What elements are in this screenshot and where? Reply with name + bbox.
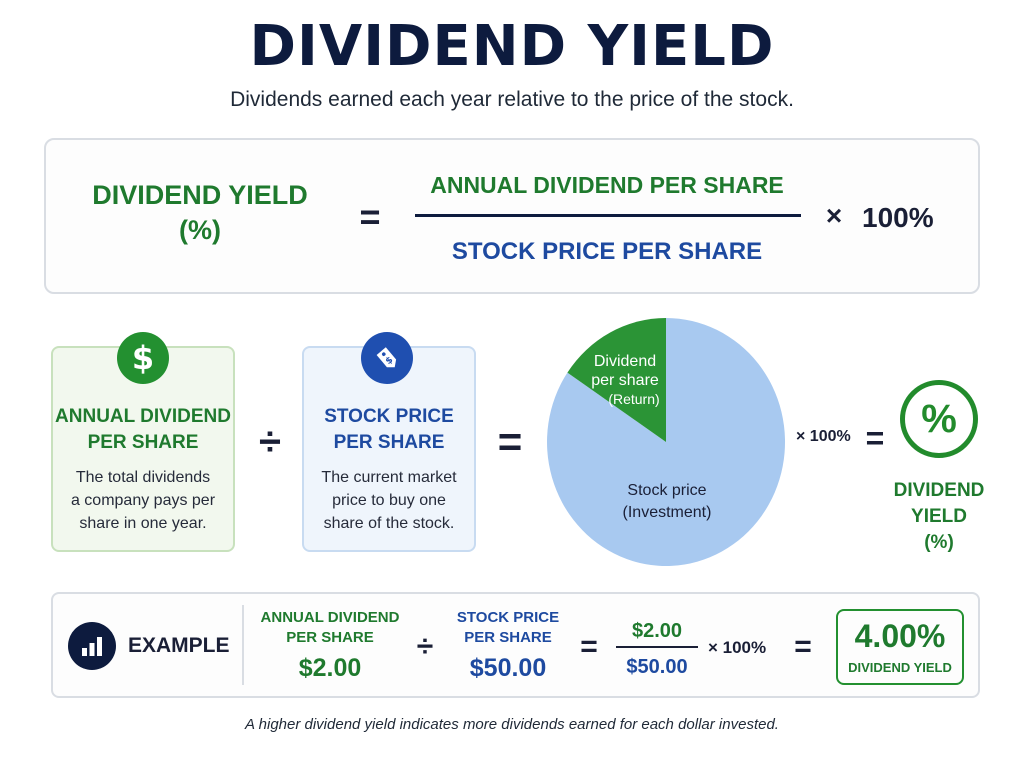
equals-operator: = [497, 418, 523, 465]
pie-investment-line2: (Investment) [622, 504, 712, 521]
pie-investment-line1: Stock price [627, 482, 707, 499]
example-price-value: $50.00 [469, 654, 547, 682]
pie-slice-return [567, 318, 666, 442]
price-card-desc-line3: share of the stock. [323, 515, 455, 532]
formula-lhs-line2: (%) [179, 215, 221, 245]
dividend-card-desc-line3: share in one year. [79, 515, 207, 532]
price-card-desc-line1: The current market [321, 469, 457, 486]
dividend-yield-result-label: DIVIDEND YIELD (%) [880, 478, 998, 556]
formula-numerator: ANNUAL DIVIDEND PER SHARE [430, 172, 784, 198]
example-panel [51, 592, 980, 698]
bar-chart-icon [68, 622, 116, 670]
formula-multiplier: 100% [862, 202, 934, 233]
dividend-card-desc-line1: The total dividends [75, 469, 211, 486]
price-card-title-line1: STOCK PRICE [324, 406, 454, 427]
result-times-100: × 100% [796, 428, 851, 445]
example-price-title-line1: STOCK PRICE [456, 609, 560, 626]
pie-return-line3: (Return) [608, 391, 660, 407]
example-result-value: 4.00% [854, 618, 946, 654]
pie-return-line1: Dividend [593, 353, 657, 370]
formula-fraction-bar [415, 214, 801, 217]
svg-text:$: $ [384, 355, 395, 367]
example-price-title: STOCK PRICE PER SHARE [446, 608, 570, 648]
price-card-description: The current market price to buy one shar… [302, 466, 476, 535]
formula-times: × [825, 200, 843, 231]
price-tag-icon: $ [361, 332, 413, 384]
pie-investment-label: Stock price (Investment) [600, 480, 734, 524]
dividend-card-title-line2: PER SHARE [87, 432, 199, 453]
example-price-title-line2: PER SHARE [464, 629, 552, 646]
dividend-yield-label-line3: (%) [924, 532, 954, 553]
price-card-title-line2: PER SHARE [333, 432, 445, 453]
pie-slice-investment [547, 318, 786, 566]
dividend-yield-label-line2: YIELD [911, 506, 967, 527]
example-equals-1: = [580, 630, 598, 663]
dollar-sign-icon: $ [117, 332, 169, 384]
dividend-card-title: ANNUAL DIVIDEND PER SHARE [51, 404, 235, 456]
example-result-label: DIVIDEND YIELD [848, 660, 952, 675]
pie-return-label: Dividend per share (Return) [580, 352, 670, 409]
example-dividend-title-line2: PER SHARE [286, 629, 374, 646]
dividend-card-desc-line2: a company pays per [70, 492, 216, 509]
example-times-100: × 100% [708, 638, 767, 657]
example-dividend-title-line1: ANNUAL DIVIDEND [260, 609, 400, 626]
page-title: DIVIDEND YIELD [249, 14, 775, 79]
divide-operator: ÷ [259, 420, 281, 464]
example-dividend-value: $2.00 [298, 654, 362, 682]
formula-denominator: STOCK PRICE PER SHARE [451, 238, 763, 265]
example-equals-2: = [794, 630, 812, 663]
example-fraction-bar [616, 646, 698, 648]
example-divider [242, 605, 244, 685]
example-label: EXAMPLE [128, 634, 230, 657]
pie-return-line2: per share [591, 372, 659, 389]
formula-lhs-line1: DIVIDEND YIELD [92, 180, 308, 210]
percent-icon: % [900, 380, 978, 458]
price-card-desc-line2: price to buy one [332, 492, 446, 509]
example-divide: ÷ [416, 630, 434, 663]
result-equals: = [865, 420, 885, 456]
return-vs-investment-pie [547, 318, 786, 566]
dividend-card-description: The total dividends a company pays per s… [51, 466, 235, 535]
example-result-box [836, 609, 964, 685]
formula-equals: = [359, 196, 381, 237]
example-dividend-title: ANNUAL DIVIDEND PER SHARE [258, 608, 402, 648]
example-fraction-numerator: $2.00 [631, 620, 683, 642]
example-fraction-denominator: $50.00 [626, 656, 688, 678]
price-card-title: STOCK PRICE PER SHARE [302, 404, 476, 456]
formula-lhs: DIVIDEND YIELD (%) [60, 178, 340, 248]
percent-symbol: % [921, 396, 957, 441]
dividend-card-title-line1: ANNUAL DIVIDEND [55, 406, 231, 427]
footer-note: A higher dividend yield indicates more d… [245, 716, 779, 733]
page-subtitle: Dividends earned each year relative to t… [230, 88, 794, 111]
dividend-yield-label-line1: DIVIDEND [893, 480, 985, 501]
